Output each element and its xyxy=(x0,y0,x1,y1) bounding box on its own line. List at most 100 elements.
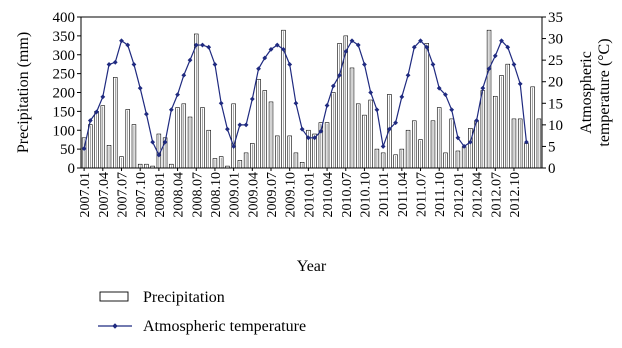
temperature-point xyxy=(268,46,274,52)
precipitation-bar xyxy=(113,77,118,169)
left-tick-label: 50 xyxy=(60,142,75,158)
precipitation-bar xyxy=(262,90,268,169)
temperature-point xyxy=(87,118,93,123)
temperature-point xyxy=(461,144,467,149)
right-tick-label: 15 xyxy=(548,96,563,112)
x-tick-label: 2010.04 xyxy=(321,172,336,218)
legend-precipitation-swatch xyxy=(99,291,129,302)
precipitation-bar xyxy=(88,124,93,169)
temperature-point xyxy=(418,38,423,44)
temperature-point xyxy=(330,83,336,89)
temperature-point xyxy=(436,85,442,91)
temperature-point xyxy=(299,126,305,132)
x-tick-label: 2008.01 xyxy=(153,172,168,218)
temperature-point xyxy=(368,90,374,95)
temperature-point xyxy=(125,42,131,48)
precipitation-bar xyxy=(287,135,292,169)
temperature-point xyxy=(281,46,286,52)
legend-temperature-label: Atmospheric temperature xyxy=(143,318,306,335)
temperature-line xyxy=(83,39,528,157)
temperature-point xyxy=(162,139,168,145)
temperature-point xyxy=(312,135,318,141)
x-tick-label: 2008.10 xyxy=(209,172,224,218)
temperature-point xyxy=(262,55,268,61)
precipitation-bar xyxy=(418,139,423,169)
temperature-point xyxy=(505,44,511,50)
right-axis-title-line2: temperature (°C) xyxy=(596,38,613,146)
temperature-point xyxy=(511,62,517,67)
temperature-point xyxy=(137,85,143,91)
temperature-point xyxy=(374,107,380,113)
x-tick-label: 2007.04 xyxy=(97,172,112,218)
temperature-point xyxy=(443,92,448,98)
precipitation-bar xyxy=(430,120,436,169)
x-tick-label: 2010.01 xyxy=(302,172,317,218)
precipitation-bar xyxy=(443,152,448,169)
precipitation-bar xyxy=(424,43,429,169)
left-tick-label: 400 xyxy=(53,10,76,26)
x-tick-label: 2007.01 xyxy=(78,172,93,218)
precipitation-bar xyxy=(137,163,143,169)
precipitation-bar xyxy=(169,163,174,169)
precipitation-bar xyxy=(436,107,442,169)
x-tick-label: 2009.07 xyxy=(265,172,280,218)
left-tick-label: 150 xyxy=(53,104,76,120)
precipitation-bar xyxy=(206,129,211,169)
left-tick-label: 200 xyxy=(53,86,76,102)
x-tick-label: 2009.01 xyxy=(228,172,243,218)
precipitation-bar xyxy=(268,101,274,169)
temperature-point xyxy=(175,92,180,98)
precipitation-bar xyxy=(511,118,517,169)
right-tick-label: 10 xyxy=(548,118,563,134)
temperature-point xyxy=(256,66,261,72)
left-tick-label: 250 xyxy=(53,67,76,83)
temperature-point xyxy=(324,103,330,108)
left-axis-title: Precipitation (mm) xyxy=(15,32,32,153)
left-tick-label: 300 xyxy=(53,48,76,64)
precipitation-bar xyxy=(480,90,486,169)
temperature-point xyxy=(386,126,392,132)
temperature-point xyxy=(224,126,230,132)
precipitation-bar xyxy=(399,148,405,169)
temperature-point xyxy=(119,38,124,44)
left-tick-label: 350 xyxy=(53,29,76,45)
precipitation-bar xyxy=(324,122,330,169)
temperature-point xyxy=(181,72,187,78)
right-tick-label: 5 xyxy=(548,139,556,155)
precipitation-bar xyxy=(144,163,149,169)
precipitation-bar xyxy=(331,92,336,169)
precipitation-bar xyxy=(449,118,454,169)
temperature-point xyxy=(106,62,112,67)
temperature-point xyxy=(455,135,461,141)
precipitation-bar xyxy=(119,156,124,169)
temperature-point xyxy=(156,152,162,158)
precipitation-bar xyxy=(231,103,236,169)
temperature-point xyxy=(243,122,249,128)
temperature-point xyxy=(517,81,523,87)
temperature-point xyxy=(168,107,174,113)
precipitation-bar xyxy=(275,135,280,169)
precipitation-bar xyxy=(194,33,199,169)
temperature-point xyxy=(274,42,280,48)
temperature-point xyxy=(206,44,212,50)
precipitation-bar xyxy=(374,148,380,169)
precipitation-bar xyxy=(175,107,180,169)
right-tick-label: 0 xyxy=(548,161,556,177)
temperature-point xyxy=(499,38,504,44)
precipitation-bar xyxy=(412,120,417,169)
temperature-point xyxy=(287,62,293,67)
x-tick-label: 2012.07 xyxy=(489,172,504,218)
temperature-point xyxy=(318,128,324,134)
precipitation-bar xyxy=(106,145,112,169)
precipitation-bar xyxy=(237,160,243,169)
precipitation-bar xyxy=(468,128,473,169)
legend-temperature-marker xyxy=(112,323,118,329)
precipitation-bar xyxy=(499,75,504,169)
legend-precipitation-label: Precipitation xyxy=(143,289,225,306)
precipitation-bar xyxy=(505,63,510,169)
x-tick-label: 2007.10 xyxy=(134,172,149,218)
legend: Precipitation Atmospheric temperature xyxy=(98,289,306,335)
temperature-point xyxy=(305,135,311,141)
temperature-point xyxy=(467,139,473,145)
precipitation-bar xyxy=(100,105,106,169)
